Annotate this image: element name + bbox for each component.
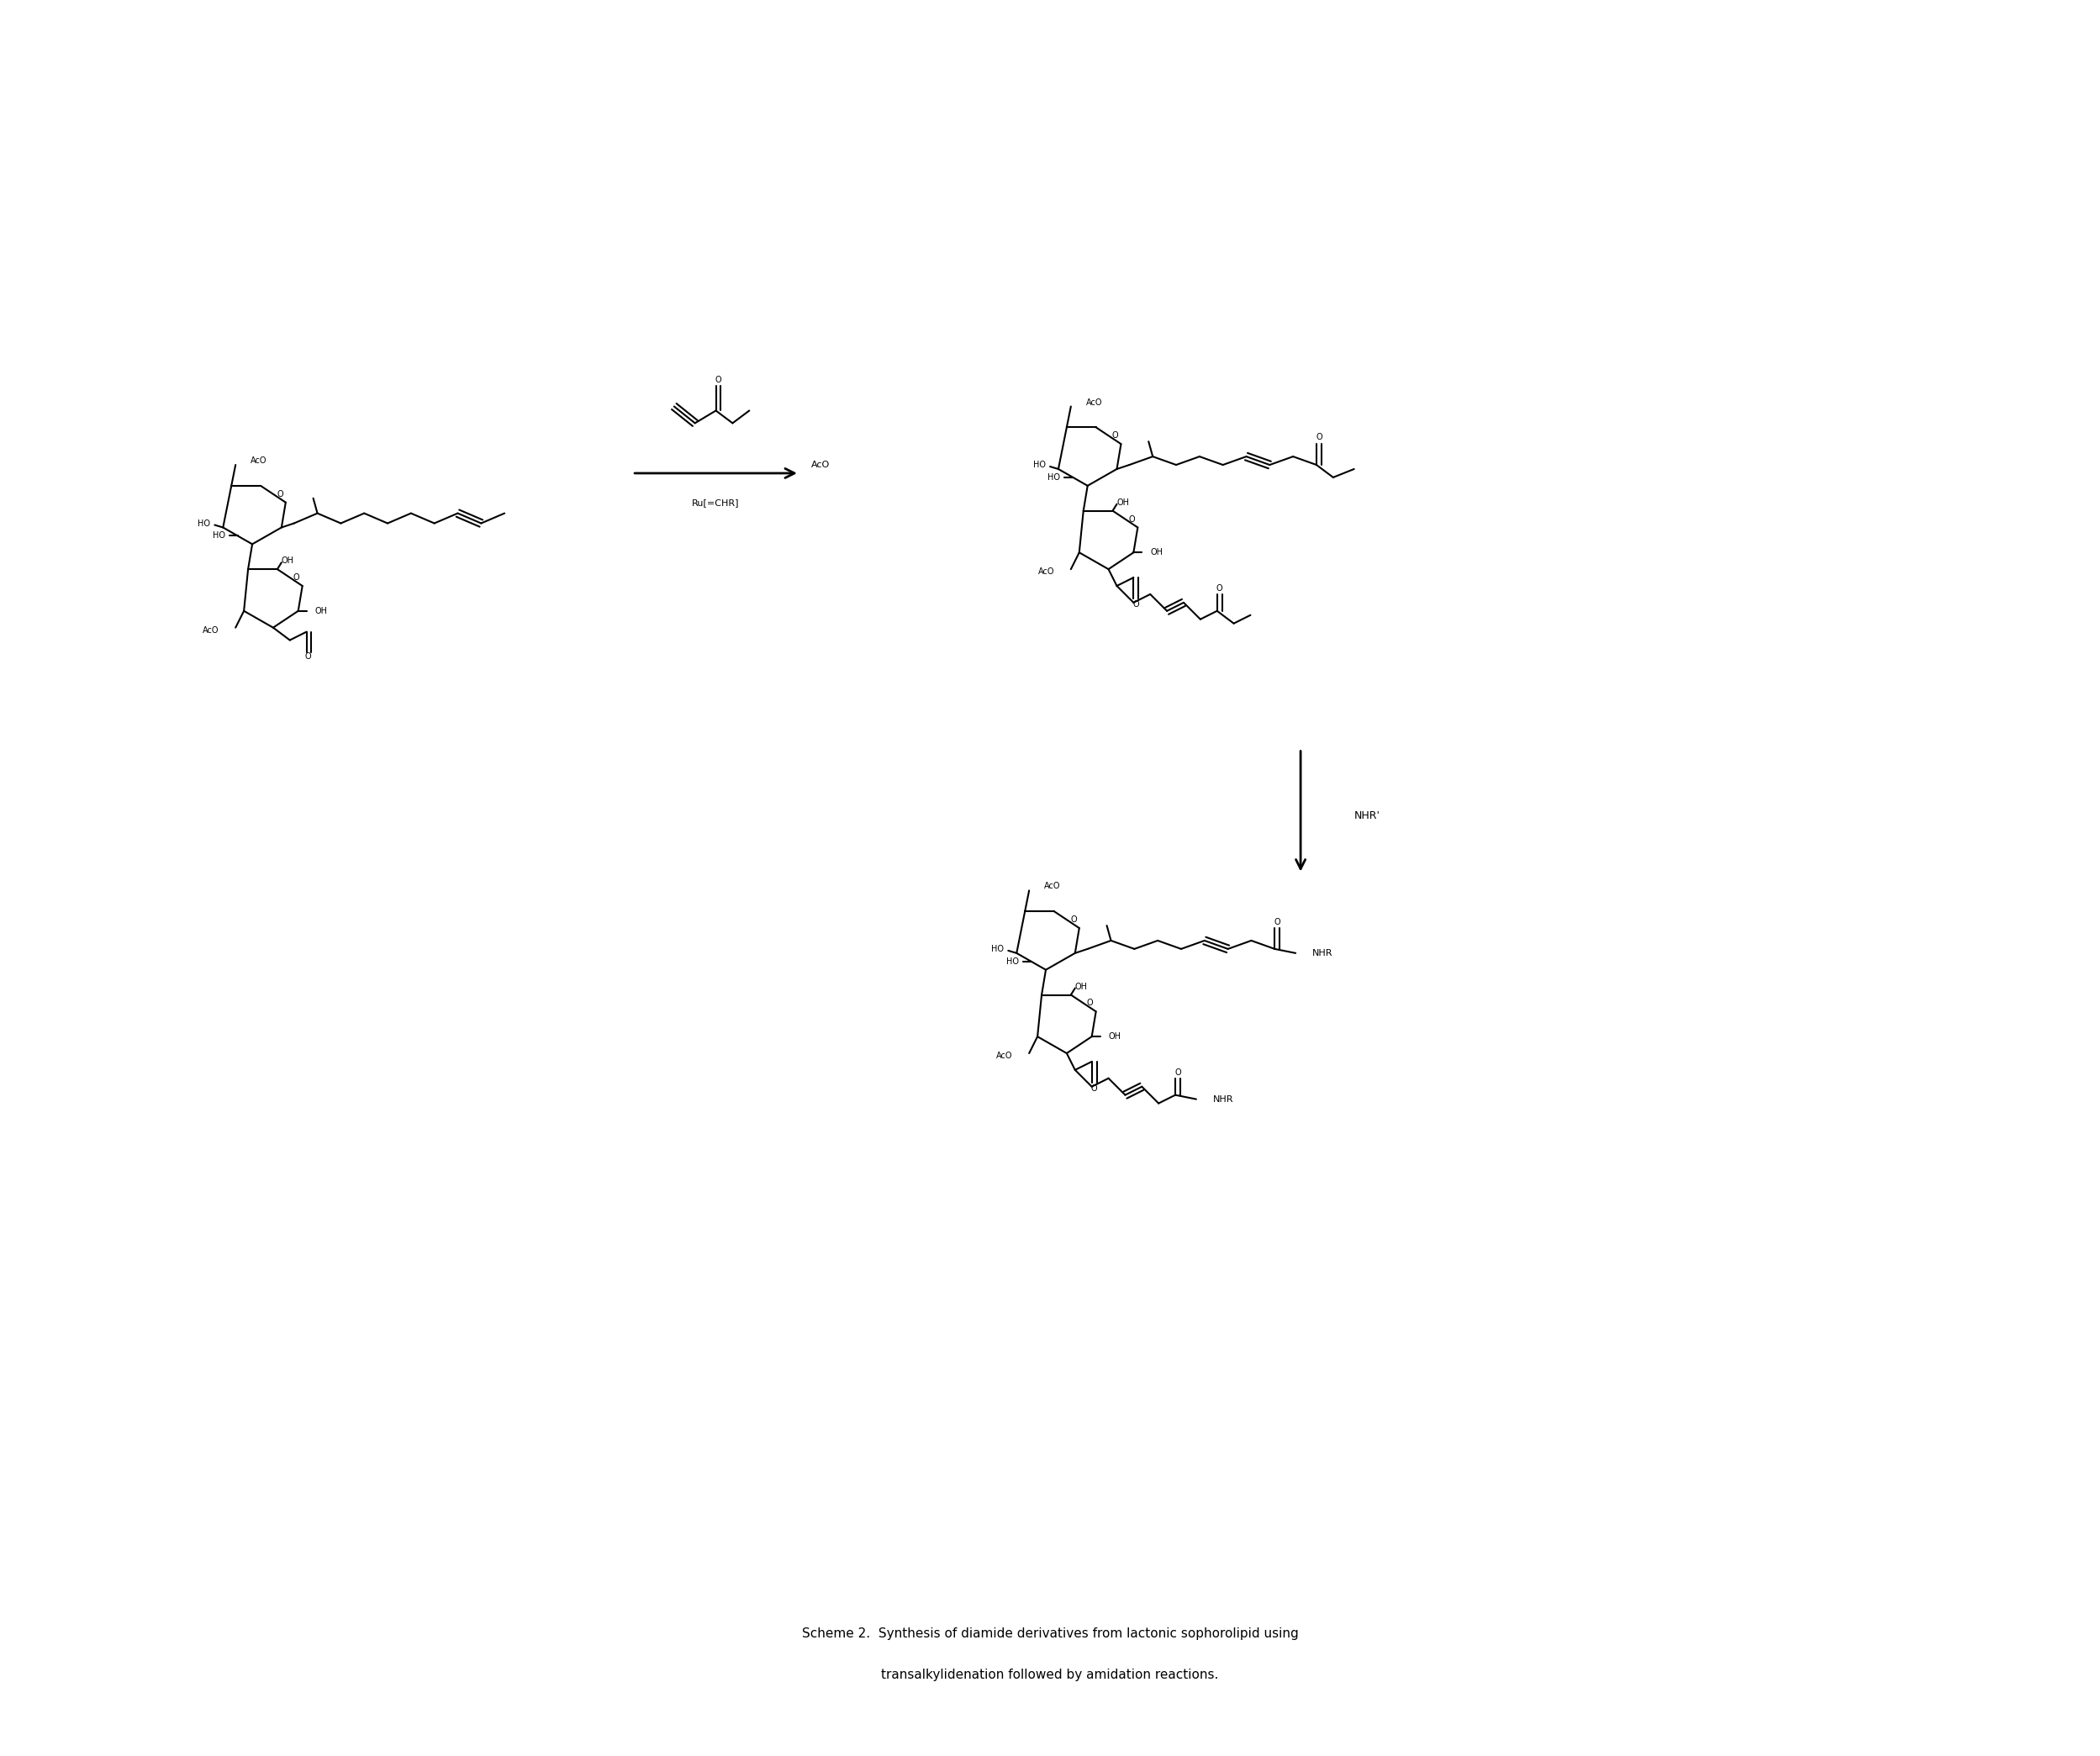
Text: AcO: AcO [995, 1052, 1012, 1061]
Text: OH: OH [1075, 982, 1088, 990]
Text: O: O [1132, 601, 1138, 608]
Text: HO: HO [1033, 460, 1046, 469]
Text: AcO: AcO [202, 625, 218, 634]
Text: O: O [277, 490, 284, 499]
Text: NHR: NHR [1312, 948, 1334, 957]
Text: OH: OH [1109, 1033, 1121, 1041]
Text: O: O [1128, 515, 1136, 523]
Text: HO: HO [197, 520, 210, 527]
Text: AcO: AcO [811, 460, 830, 469]
Text: OH: OH [1117, 499, 1130, 507]
Text: O: O [1317, 434, 1323, 441]
Text: AcO: AcO [250, 457, 267, 465]
Text: Ru[=CHR]: Ru[=CHR] [693, 499, 739, 507]
Text: OH: OH [281, 557, 294, 565]
Text: O: O [1071, 915, 1077, 924]
Text: NHR: NHR [1214, 1096, 1233, 1103]
Text: O: O [294, 574, 300, 581]
Text: OH: OH [1151, 548, 1163, 557]
Text: NHR': NHR' [1354, 810, 1380, 820]
Text: O: O [1113, 432, 1119, 439]
Text: O: O [714, 376, 720, 385]
Text: AcO: AcO [1086, 399, 1102, 406]
Text: OH: OH [315, 608, 328, 615]
Text: transalkylidenation followed by amidation reactions.: transalkylidenation followed by amidatio… [882, 1668, 1218, 1680]
Text: O: O [1092, 1083, 1098, 1092]
Text: AcO: AcO [1044, 882, 1060, 890]
Text: O: O [1216, 585, 1222, 592]
Text: HO: HO [1006, 957, 1018, 966]
Text: O: O [1088, 999, 1094, 1008]
Text: O: O [1174, 1068, 1180, 1076]
Text: HO: HO [212, 532, 225, 541]
Text: O: O [1275, 918, 1281, 927]
Text: Scheme 2.  Synthesis of diamide derivatives from lactonic sophorolipid using: Scheme 2. Synthesis of diamide derivativ… [802, 1628, 1298, 1640]
Text: HO: HO [1048, 472, 1060, 481]
Text: HO: HO [991, 945, 1004, 954]
Text: AcO: AcO [1037, 567, 1054, 576]
Text: O: O [304, 653, 311, 660]
